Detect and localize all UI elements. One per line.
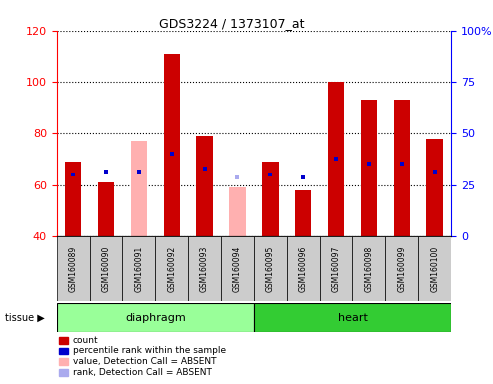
Bar (334, 157, 338, 161)
FancyBboxPatch shape (221, 236, 254, 301)
Text: count: count (73, 336, 99, 345)
FancyBboxPatch shape (57, 303, 254, 332)
FancyBboxPatch shape (254, 236, 287, 301)
FancyBboxPatch shape (57, 236, 90, 301)
Text: percentile rank within the sample: percentile rank within the sample (73, 346, 226, 356)
FancyBboxPatch shape (188, 236, 221, 301)
Bar (98, 182, 114, 236)
Text: tissue ▶: tissue ▶ (5, 313, 45, 323)
FancyBboxPatch shape (155, 236, 188, 301)
Text: GSM160090: GSM160090 (102, 246, 110, 292)
FancyBboxPatch shape (287, 236, 319, 301)
Bar (196, 136, 213, 236)
Bar (229, 187, 246, 236)
Bar (262, 162, 279, 236)
FancyBboxPatch shape (386, 236, 418, 301)
Bar (328, 82, 344, 236)
Bar (236, 175, 240, 179)
Bar (137, 170, 141, 174)
Bar (301, 175, 305, 179)
Bar (433, 170, 437, 174)
Bar (164, 54, 180, 236)
Text: diaphragm: diaphragm (125, 313, 186, 323)
Bar (268, 172, 272, 177)
Bar (203, 167, 207, 171)
Text: GSM160093: GSM160093 (200, 246, 209, 292)
Bar (295, 190, 312, 236)
Bar (361, 100, 377, 236)
Text: heart: heart (338, 313, 367, 323)
Bar (71, 172, 75, 177)
Bar (367, 162, 371, 166)
Bar (170, 152, 174, 156)
Text: GSM160096: GSM160096 (299, 246, 308, 292)
Bar (400, 162, 404, 166)
FancyBboxPatch shape (319, 236, 352, 301)
FancyBboxPatch shape (418, 236, 451, 301)
FancyBboxPatch shape (352, 236, 386, 301)
Text: GSM160091: GSM160091 (135, 246, 143, 292)
Bar (426, 139, 443, 236)
FancyBboxPatch shape (90, 236, 122, 301)
Bar (393, 100, 410, 236)
Bar (131, 141, 147, 236)
Text: GSM160098: GSM160098 (364, 246, 373, 292)
Text: GSM160099: GSM160099 (397, 246, 406, 292)
Text: GSM160095: GSM160095 (266, 246, 275, 292)
Text: GDS3224 / 1373107_at: GDS3224 / 1373107_at (159, 17, 305, 30)
Text: GSM160092: GSM160092 (167, 246, 176, 292)
Text: GSM160089: GSM160089 (69, 246, 77, 292)
Text: GSM160100: GSM160100 (430, 246, 439, 292)
FancyBboxPatch shape (254, 303, 451, 332)
Text: GSM160097: GSM160097 (332, 246, 341, 292)
Text: value, Detection Call = ABSENT: value, Detection Call = ABSENT (73, 357, 216, 366)
Bar (104, 170, 108, 174)
Bar (65, 162, 81, 236)
Text: rank, Detection Call = ABSENT: rank, Detection Call = ABSENT (73, 368, 212, 377)
FancyBboxPatch shape (122, 236, 155, 301)
Text: GSM160094: GSM160094 (233, 246, 242, 292)
